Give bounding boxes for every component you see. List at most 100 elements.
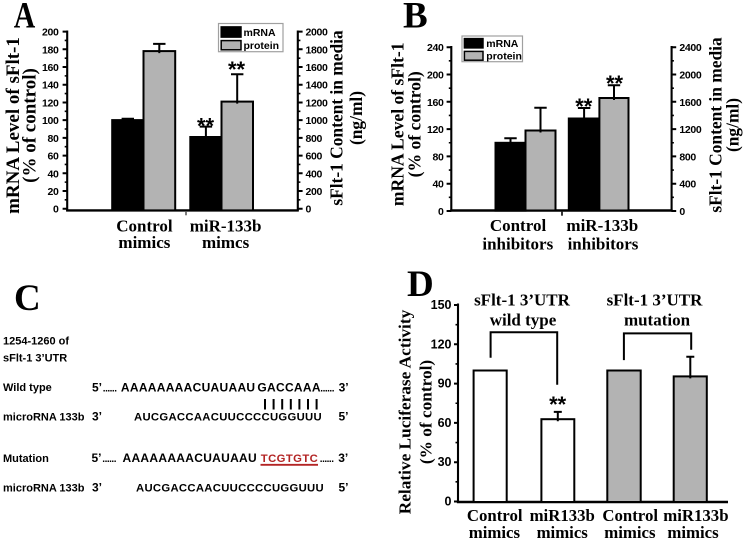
svg-text:Mutation: Mutation bbox=[3, 453, 49, 465]
svg-text:mRNA: mRNA bbox=[244, 27, 277, 39]
svg-text:sFlt-1 Content in media: sFlt-1 Content in media bbox=[326, 30, 346, 206]
svg-text:......: ...... bbox=[320, 454, 334, 465]
svg-text:mimcs: mimcs bbox=[202, 233, 250, 252]
svg-text:40: 40 bbox=[48, 168, 59, 180]
svg-text:(ng/ml): (ng/ml) bbox=[346, 91, 366, 145]
svg-text:1800: 1800 bbox=[306, 44, 328, 56]
svg-text:protein: protein bbox=[244, 40, 280, 52]
svg-text:miR133b: miR133b bbox=[663, 506, 728, 525]
svg-text:0: 0 bbox=[438, 206, 444, 218]
svg-text:mimics: mimics bbox=[667, 523, 719, 542]
svg-text:800: 800 bbox=[679, 151, 696, 163]
svg-text:Relative Luciferase Activity: Relative Luciferase Activity bbox=[396, 309, 415, 514]
svg-text:2000: 2000 bbox=[679, 70, 701, 82]
svg-text:1000: 1000 bbox=[306, 115, 328, 127]
svg-text:sFlt-1 3’UTR: sFlt-1 3’UTR bbox=[607, 291, 704, 310]
svg-text:3’: 3’ bbox=[92, 409, 102, 423]
svg-text:150: 150 bbox=[431, 298, 452, 312]
svg-text:400: 400 bbox=[306, 168, 323, 180]
svg-text:mRNA: mRNA bbox=[486, 38, 519, 50]
svg-text:90: 90 bbox=[438, 377, 452, 391]
svg-text:0: 0 bbox=[679, 206, 685, 218]
svg-text:AUCGACCAACUUCCCCUGGUUU: AUCGACCAACUUCCCCUGGUUU bbox=[134, 411, 322, 423]
svg-text:**: ** bbox=[197, 114, 215, 139]
svg-text:120: 120 bbox=[427, 124, 444, 136]
svg-text:**: ** bbox=[228, 57, 246, 82]
svg-text:200: 200 bbox=[427, 70, 444, 82]
svg-text:80: 80 bbox=[48, 133, 59, 145]
svg-text:1200: 1200 bbox=[679, 124, 701, 136]
svg-text:1400: 1400 bbox=[306, 80, 328, 92]
svg-text:Control: Control bbox=[602, 506, 658, 525]
svg-text:600: 600 bbox=[306, 151, 323, 163]
svg-text:C: C bbox=[14, 278, 41, 319]
svg-text:**: ** bbox=[606, 71, 624, 96]
svg-text:200: 200 bbox=[306, 186, 323, 198]
svg-text:(% of control): (% of control) bbox=[404, 71, 424, 177]
svg-text:Wild type: Wild type bbox=[3, 382, 52, 394]
svg-text:miR-133b: miR-133b bbox=[566, 216, 638, 235]
svg-text:mRNA Level of sFlt-1: mRNA Level of sFlt-1 bbox=[3, 37, 24, 214]
svg-text:Control: Control bbox=[490, 216, 547, 235]
svg-text:sFlt-1 3’UTR: sFlt-1 3’UTR bbox=[3, 353, 67, 365]
svg-text:1600: 1600 bbox=[306, 62, 328, 74]
svg-text:120: 120 bbox=[42, 97, 59, 109]
svg-text:sFlt-1 3’UTR: sFlt-1 3’UTR bbox=[474, 291, 571, 310]
svg-text:180: 180 bbox=[42, 44, 59, 56]
svg-text:microRNA 133b: microRNA 133b bbox=[3, 483, 85, 495]
svg-text:Control: Control bbox=[467, 506, 523, 525]
svg-text:3’: 3’ bbox=[92, 481, 102, 495]
svg-text:2400: 2400 bbox=[679, 42, 701, 54]
svg-text:60: 60 bbox=[48, 151, 59, 163]
svg-text:100: 100 bbox=[42, 115, 59, 127]
svg-text:......: ...... bbox=[103, 383, 117, 394]
svg-text:mimics: mimics bbox=[604, 523, 656, 542]
svg-text:5’: 5’ bbox=[92, 380, 102, 394]
svg-text:microRNA 133b: microRNA 133b bbox=[3, 412, 85, 424]
svg-text:160: 160 bbox=[427, 97, 444, 109]
svg-text:TCGTGTC: TCGTGTC bbox=[261, 453, 318, 465]
svg-text:1200: 1200 bbox=[306, 97, 328, 109]
svg-text:30: 30 bbox=[438, 455, 452, 469]
svg-text:0: 0 bbox=[445, 495, 452, 509]
svg-text:AUCGACCAACUUCCCCUGGUUU: AUCGACCAACUUCCCCUGGUUU bbox=[136, 483, 324, 495]
svg-text:AAAAAAAACUAUAAU: AAAAAAAACUAUAAU bbox=[123, 451, 258, 465]
svg-text:mutation: mutation bbox=[624, 311, 691, 330]
svg-text:0: 0 bbox=[53, 204, 59, 216]
svg-text:0: 0 bbox=[306, 204, 312, 216]
svg-text:wild type: wild type bbox=[490, 311, 557, 330]
svg-text:(% of control): (% of control) bbox=[417, 360, 436, 464]
svg-text:60: 60 bbox=[438, 416, 452, 430]
svg-text:inhibitors: inhibitors bbox=[482, 235, 553, 254]
svg-text:1600: 1600 bbox=[679, 97, 701, 109]
svg-text:120: 120 bbox=[431, 337, 452, 351]
svg-text:(% of control): (% of control) bbox=[20, 68, 41, 183]
svg-text:......: ...... bbox=[102, 454, 116, 465]
svg-text:140: 140 bbox=[42, 80, 59, 92]
svg-text:800: 800 bbox=[306, 133, 323, 145]
svg-text:miR-133b: miR-133b bbox=[190, 216, 262, 235]
svg-text:5’: 5’ bbox=[92, 451, 102, 465]
svg-text:3’: 3’ bbox=[338, 451, 348, 465]
svg-text:3’: 3’ bbox=[339, 380, 349, 394]
svg-text:40: 40 bbox=[433, 179, 444, 191]
svg-text:Control: Control bbox=[116, 216, 173, 235]
svg-text:**: ** bbox=[549, 392, 567, 417]
svg-text:20: 20 bbox=[48, 186, 59, 198]
svg-text:mimics: mimics bbox=[118, 233, 170, 252]
svg-text:mimics: mimics bbox=[469, 523, 521, 542]
svg-text:D: D bbox=[407, 264, 434, 305]
svg-text:**: ** bbox=[575, 94, 593, 119]
svg-text:80: 80 bbox=[433, 151, 444, 163]
svg-text:5’: 5’ bbox=[339, 409, 349, 423]
svg-text:......: ...... bbox=[320, 383, 334, 394]
svg-text:400: 400 bbox=[679, 179, 696, 191]
svg-text:A: A bbox=[14, 0, 36, 37]
svg-text:2000: 2000 bbox=[306, 27, 328, 39]
svg-text:B: B bbox=[403, 0, 428, 37]
svg-text:5’: 5’ bbox=[339, 481, 349, 495]
svg-text:(ng/ml): (ng/ml) bbox=[723, 98, 743, 152]
svg-text:200: 200 bbox=[42, 27, 59, 39]
svg-text:protein: protein bbox=[486, 51, 522, 63]
